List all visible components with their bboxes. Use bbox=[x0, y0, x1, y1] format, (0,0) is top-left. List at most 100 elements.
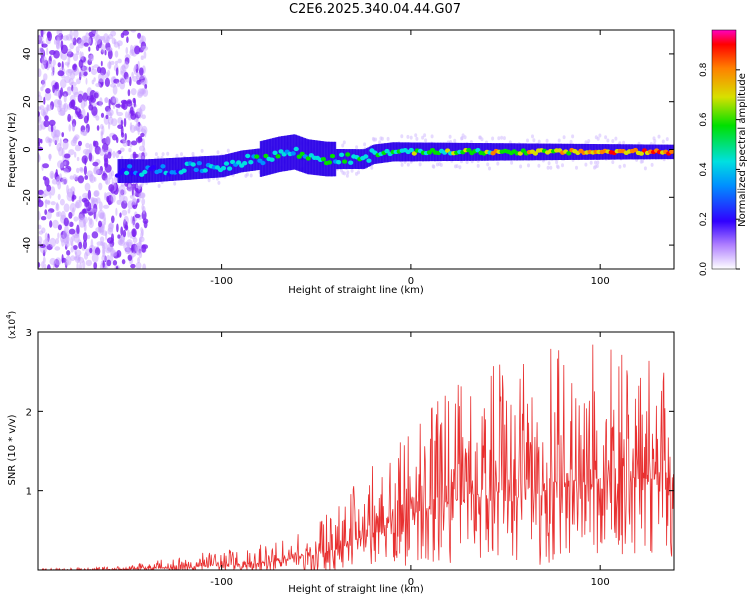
signal-peak bbox=[517, 151, 523, 156]
noise-blob bbox=[38, 142, 41, 147]
noise-blob bbox=[109, 112, 113, 119]
noise-blob bbox=[57, 193, 61, 200]
noise-blob bbox=[48, 153, 52, 162]
noise-blob bbox=[622, 163, 626, 168]
noise-blob bbox=[46, 47, 49, 56]
noise-blob bbox=[138, 152, 142, 157]
noise-blob bbox=[40, 86, 44, 92]
noise-blob bbox=[173, 181, 177, 186]
noise-blob bbox=[102, 260, 105, 268]
noise-blob bbox=[124, 133, 127, 141]
noise-blob bbox=[101, 242, 108, 250]
noise-blob bbox=[52, 59, 56, 66]
noise-blob bbox=[77, 93, 83, 103]
noise-blob bbox=[132, 197, 137, 206]
noise-blob bbox=[460, 136, 464, 141]
signal-peak bbox=[114, 173, 121, 178]
noise-blob bbox=[71, 123, 76, 132]
noise-blob bbox=[131, 71, 134, 79]
noise-blob bbox=[68, 211, 73, 219]
noise-blob bbox=[82, 65, 85, 75]
noise-blob bbox=[141, 114, 146, 120]
signal-peak bbox=[466, 148, 472, 153]
noise-blob bbox=[135, 262, 142, 269]
noise-blob bbox=[341, 170, 345, 175]
noise-blob bbox=[96, 169, 103, 175]
signal-band-cell bbox=[346, 149, 349, 170]
noise-blob bbox=[144, 84, 148, 89]
noise-blob bbox=[355, 145, 359, 150]
noise-blob bbox=[58, 98, 62, 108]
noise-blob bbox=[93, 77, 96, 82]
noise-blob bbox=[101, 125, 105, 135]
noise-blob bbox=[341, 143, 345, 148]
noise-blob bbox=[128, 147, 132, 153]
noise-blob bbox=[81, 129, 87, 136]
noise-blob bbox=[43, 120, 50, 128]
noise-blob bbox=[71, 99, 76, 108]
signal-peak bbox=[202, 168, 208, 173]
noise-blob bbox=[438, 162, 442, 167]
noise-blob bbox=[72, 174, 77, 180]
x-tick-label: 100 bbox=[591, 276, 610, 287]
noise-blob bbox=[139, 192, 146, 199]
noise-blob bbox=[41, 56, 47, 65]
noise-blob bbox=[108, 200, 112, 206]
noise-blob bbox=[134, 213, 141, 219]
signal-band-cell bbox=[279, 136, 282, 172]
noise-blob bbox=[73, 233, 80, 243]
signal-band-cell bbox=[117, 159, 120, 183]
noise-blob bbox=[143, 50, 147, 59]
noise-blob bbox=[72, 245, 78, 250]
noise-blob bbox=[85, 259, 93, 267]
noise-blob bbox=[123, 196, 128, 204]
noise-blob bbox=[107, 34, 114, 40]
noise-blob bbox=[77, 256, 85, 264]
signal-peak bbox=[139, 172, 145, 177]
snr-x-label: Height of straight line (km) bbox=[288, 584, 424, 595]
noise-blob bbox=[69, 202, 76, 213]
signal-peak bbox=[290, 151, 296, 156]
signal-band-cell bbox=[338, 149, 341, 170]
noise-blob bbox=[93, 261, 98, 269]
signal-band-cell bbox=[152, 159, 155, 183]
noise-blob bbox=[63, 203, 70, 213]
noise-blob bbox=[119, 147, 125, 153]
noise-blob bbox=[38, 115, 42, 124]
noise-blob bbox=[77, 39, 85, 49]
noise-blob bbox=[55, 169, 58, 177]
noise-blob bbox=[73, 135, 78, 142]
noise-blob bbox=[88, 143, 93, 154]
noise-blob bbox=[111, 118, 118, 127]
noise-blob bbox=[217, 180, 221, 185]
signal-peak bbox=[263, 153, 269, 159]
noise-blob bbox=[50, 124, 54, 133]
noise-blob bbox=[142, 138, 145, 148]
snr-scale-label: (x104) bbox=[5, 311, 18, 339]
noise-blob bbox=[54, 257, 62, 266]
noise-blob bbox=[476, 163, 480, 168]
noise-blob bbox=[79, 51, 82, 60]
noise-blob bbox=[89, 217, 93, 225]
signal-peak bbox=[408, 147, 414, 153]
signal-band-cell bbox=[247, 149, 250, 172]
noise-blob bbox=[226, 148, 230, 153]
y-tick-label: -40 bbox=[22, 237, 33, 253]
noise-blob bbox=[95, 115, 100, 121]
noise-blob bbox=[104, 157, 109, 167]
noise-blob bbox=[100, 112, 105, 118]
noise-blob bbox=[61, 254, 64, 264]
noise-blob bbox=[129, 49, 135, 56]
noise-blob bbox=[60, 40, 64, 51]
signal-band-cell bbox=[129, 159, 132, 183]
noise-blob bbox=[83, 99, 88, 107]
y-tick-label: -20 bbox=[22, 189, 33, 205]
noise-blob bbox=[95, 34, 102, 45]
noise-blob bbox=[42, 163, 49, 169]
noise-blob bbox=[424, 138, 428, 143]
noise-blob bbox=[46, 210, 52, 220]
signal-band-cell bbox=[161, 158, 164, 182]
noise-blob bbox=[144, 152, 148, 157]
noise-blob bbox=[491, 136, 495, 141]
noise-blob bbox=[58, 109, 66, 116]
